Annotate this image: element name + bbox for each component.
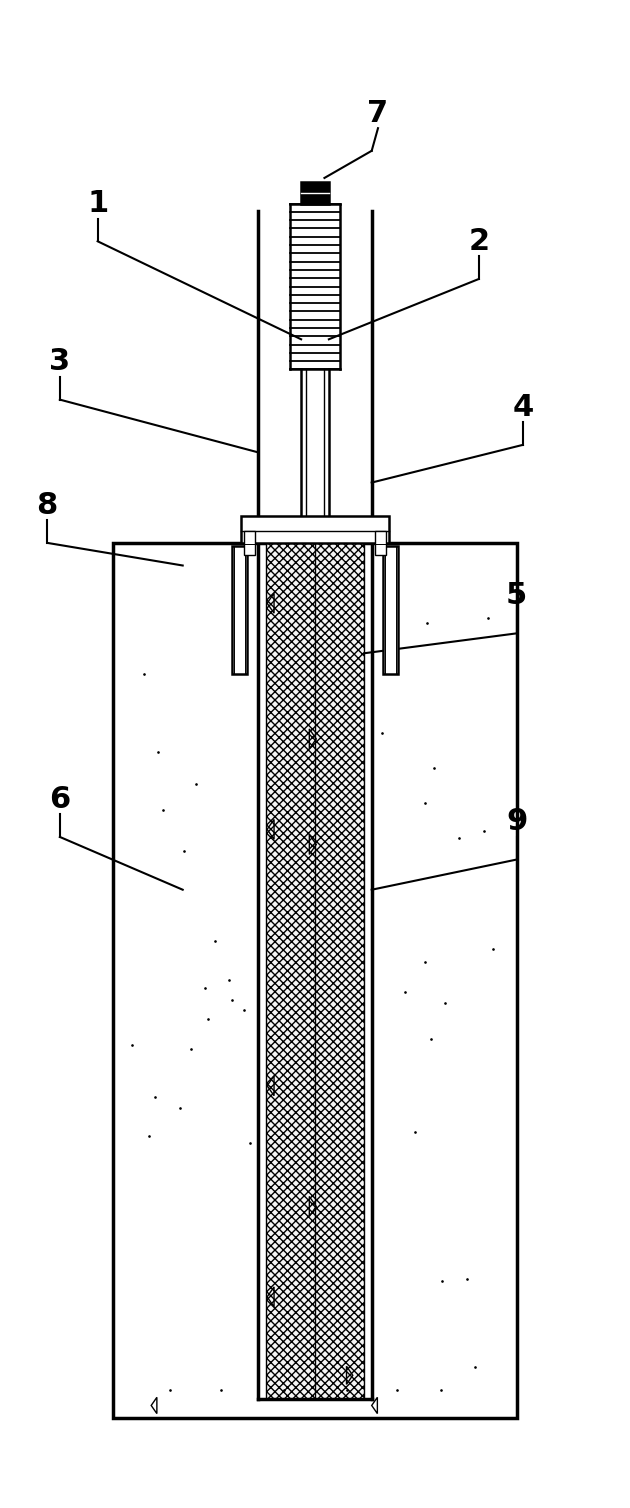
Bar [266,535,315,1399]
Bar [315,535,364,1399]
Text: 8: 8 [37,490,58,520]
Bar [113,543,517,1418]
Bar [241,516,389,543]
Text: 4: 4 [512,392,534,422]
Bar [232,546,248,674]
Text: 2: 2 [468,226,490,256]
Bar [383,546,399,674]
Bar [301,182,329,204]
Text: 1: 1 [87,188,108,219]
Text: 3: 3 [49,347,71,377]
Text: 7: 7 [367,98,389,128]
Bar [244,531,255,555]
Text: 6: 6 [49,784,71,814]
Bar [375,531,386,555]
Text: 5: 5 [506,581,527,611]
Text: 9: 9 [506,807,527,837]
